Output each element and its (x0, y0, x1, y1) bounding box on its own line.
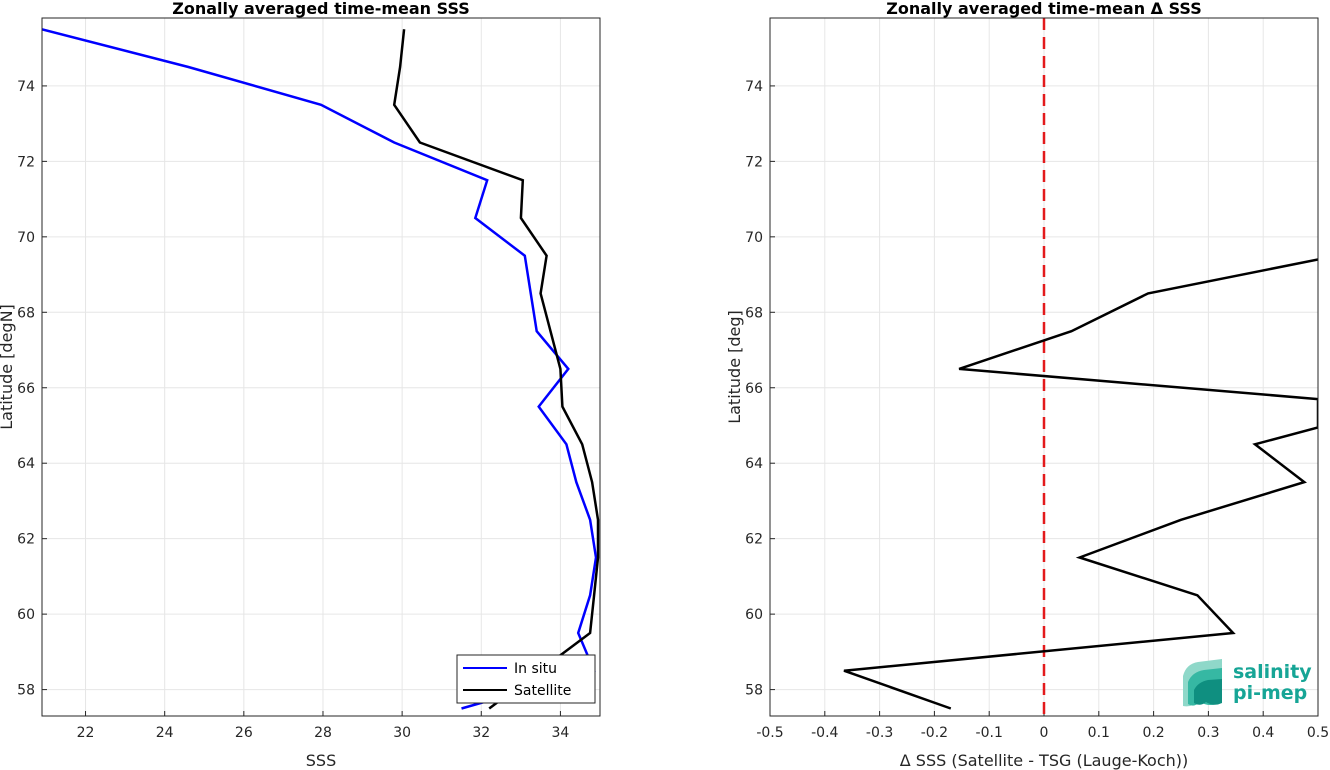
right-panel-ticks: -0.5 -0.4 -0.3 -0.2 -0.1 0 0.1 0.2 0.3 0.4 0.5 58 60… (745, 79, 1329, 741)
x-tick-label: -0.5 (756, 725, 783, 741)
left-panel-frame (41, 17, 601, 717)
series-line-delta-sss (843, 258, 1318, 710)
right-panel-title: Zonally averaged time-mean Δ SSS (886, 0, 1202, 18)
right-panel-frame (769, 17, 1319, 717)
x-tick-label: 30 (393, 725, 411, 741)
x-tick-label: 34 (552, 725, 570, 741)
y-tick-label: 58 (17, 683, 35, 699)
legend-entry-in-situ: In situ (514, 661, 557, 677)
series-line-in-situ (42, 28, 598, 710)
legend-box (456, 654, 596, 704)
x-tick-label: -0.2 (921, 725, 948, 741)
left-panel: 22 24 26 28 30 32 34 58 60 62 64 66 68 70 72 74 Zonally… (0, 0, 601, 770)
x-tick-label: -0.3 (866, 725, 893, 741)
series-line-satellite (392, 29, 600, 710)
y-tick-label: 70 (745, 230, 763, 246)
logo-text-line1: salinity (1233, 661, 1312, 683)
y-tick-label: 62 (17, 532, 35, 548)
y-tick-label: 64 (17, 456, 35, 472)
y-tick-label: 74 (745, 79, 763, 95)
x-tick-label: 0.1 (1088, 725, 1110, 741)
y-tick-label: 60 (745, 607, 763, 623)
logo-text-line2: pi-mep (1233, 682, 1307, 704)
x-tick-label: -0.4 (811, 725, 838, 741)
y-tick-label: 64 (745, 456, 763, 472)
y-tick-label: 70 (17, 230, 35, 246)
x-tick-label: 26 (235, 725, 253, 741)
x-tick-label: 0.5 (1307, 725, 1329, 741)
y-tick-label: 60 (17, 607, 35, 623)
left-panel-grid (42, 18, 600, 716)
y-tick-label: 72 (17, 154, 35, 170)
x-tick-label: 24 (156, 725, 174, 741)
x-tick-label: 22 (77, 725, 95, 741)
y-tick-label: 74 (17, 79, 35, 95)
x-tick-label: 0 (1040, 725, 1049, 741)
left-panel-series (42, 28, 600, 710)
y-tick-label: 72 (745, 154, 763, 170)
right-panel-x-axis-label: Δ SSS (Satellite - TSG (Lauge-Koch)) (900, 751, 1189, 770)
y-tick-label: 66 (745, 381, 763, 397)
salinity-pi-mep-logo: salinity pi-mep (1183, 659, 1312, 707)
left-panel-y-axis-label: Latitude [degN] (0, 304, 16, 430)
x-tick-label: 28 (314, 725, 332, 741)
x-tick-label: 0.3 (1197, 725, 1219, 741)
y-tick-label: 62 (745, 532, 763, 548)
x-tick-label: 0.2 (1142, 725, 1164, 741)
right-panel: -0.5 -0.4 -0.3 -0.2 -0.1 0 0.1 0.2 0.3 0.4 0.5 58 60… (725, 0, 1329, 770)
x-tick-label: -0.1 (976, 725, 1003, 741)
logo-wave-icon (1183, 659, 1222, 707)
left-panel-x-axis-label: SSS (306, 751, 336, 770)
x-tick-label: 0.4 (1252, 725, 1274, 741)
y-tick-label: 68 (17, 305, 35, 321)
y-tick-label: 68 (745, 305, 763, 321)
y-tick-label: 66 (17, 381, 35, 397)
x-tick-label: 32 (472, 725, 490, 741)
right-panel-series (843, 258, 1318, 710)
left-panel-ticks: 22 24 26 28 30 32 34 58 60 62 64 66 68 70 72 74 (17, 79, 569, 741)
legend-entry-satellite: Satellite (514, 683, 571, 699)
legend: In situ Satellite (456, 654, 596, 704)
y-tick-label: 58 (745, 683, 763, 699)
right-panel-y-axis-label: Latitude [deg] (725, 310, 744, 424)
left-panel-title: Zonally averaged time-mean SSS (172, 0, 470, 18)
